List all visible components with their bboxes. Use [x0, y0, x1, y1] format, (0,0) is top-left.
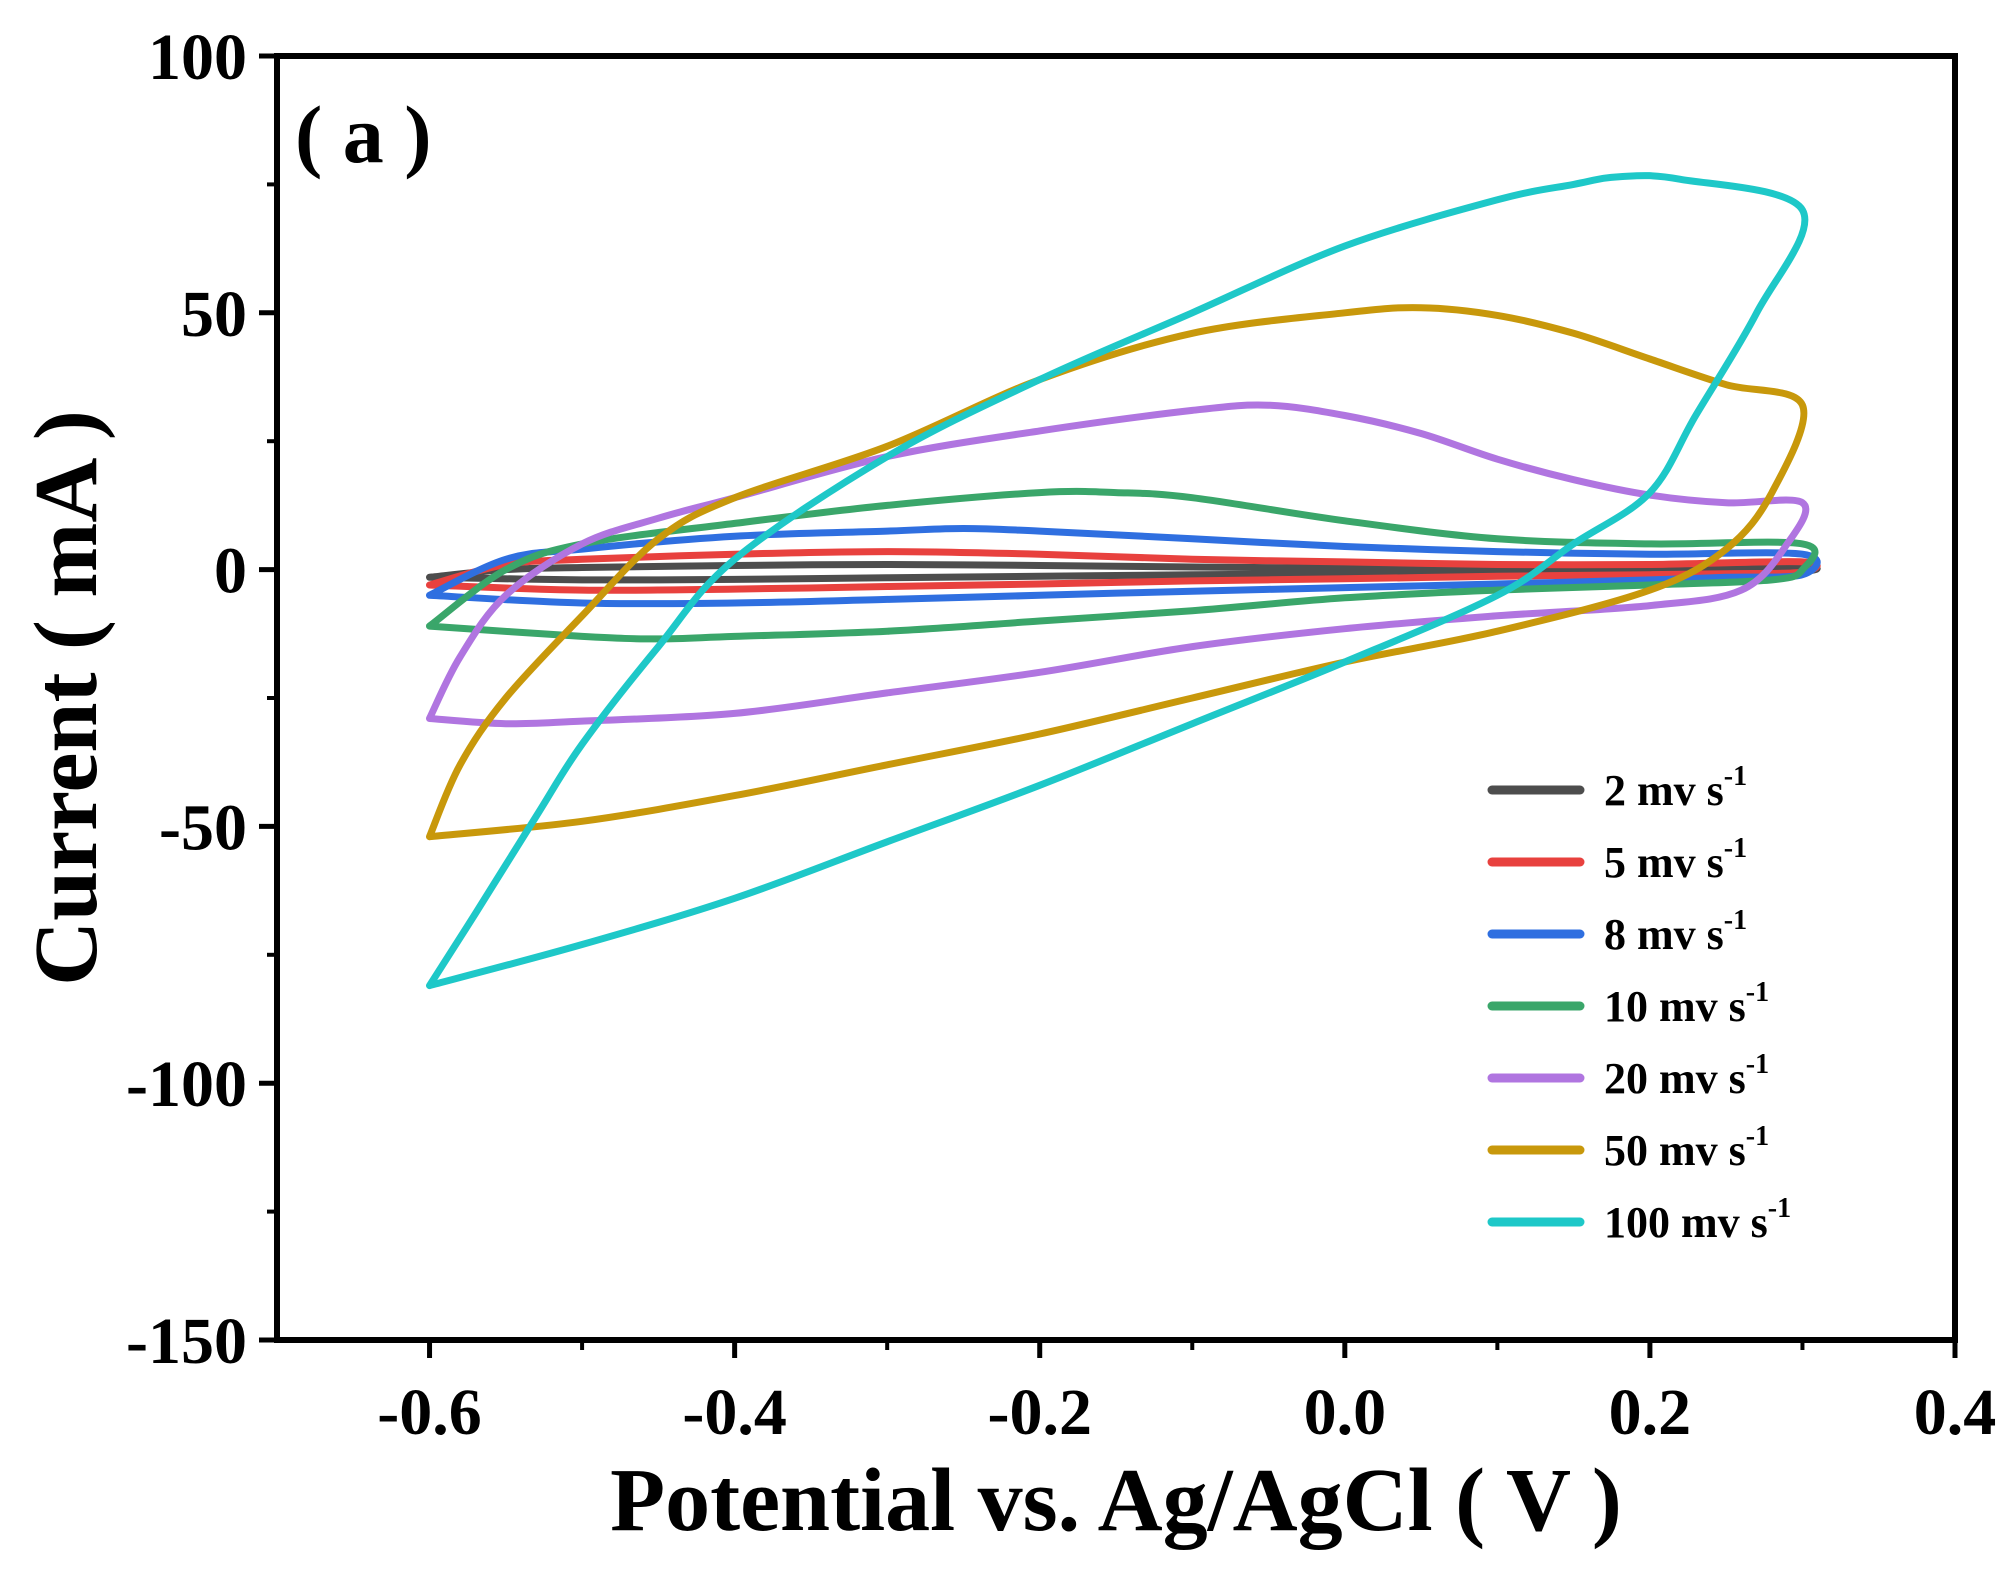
x-tick-label-3: 0.0	[1304, 1376, 1387, 1449]
legend: 2 mv s-1 5 mv s-1 8 mv s-1 10 mv s-1 20 mv s…	[1487, 761, 1791, 1247]
x-tick-label-1: -0.4	[682, 1376, 786, 1449]
x-tick-label-0: -0.6	[377, 1376, 481, 1449]
legend-label-6: 100 mv s-1	[1604, 1193, 1791, 1247]
y-tick-label-1: -100	[126, 1048, 247, 1121]
y-tick-label-5: 100	[148, 21, 247, 94]
y-axis-title: Current ( mA )	[17, 410, 116, 986]
x-tick-label-4: 0.2	[1609, 1376, 1692, 1449]
x-tick-label-5: 0.4	[1914, 1376, 1997, 1449]
y-tick-label-0: -150	[126, 1305, 247, 1378]
x-axis-title: Potential vs. Ag/AgCl ( V )	[610, 1451, 1622, 1550]
y-tick-label-3: 0	[214, 535, 247, 608]
panel-label: ( a )	[295, 89, 432, 180]
x-tick-label-2: -0.2	[987, 1376, 1091, 1449]
legend-label-3: 10 mv s-1	[1604, 977, 1769, 1031]
legend-label-2: 8 mv s-1	[1604, 905, 1747, 959]
series-layer	[426, 172, 1821, 990]
legend-label-1: 5 mv s-1	[1604, 833, 1747, 887]
series-line-3	[426, 487, 1819, 643]
series-line-2	[426, 525, 1821, 608]
series-line-5	[426, 304, 1808, 841]
legend-label-5: 50 mv s-1	[1604, 1121, 1769, 1175]
legend-label-4: 20 mv s-1	[1604, 1049, 1769, 1103]
series-line-6	[426, 172, 1809, 990]
y-tick-label-2: -50	[159, 791, 247, 864]
ticks-layer: -0.6 -0.4 -0.2 0.0 0.2 0.4 -150 -100 -50 0 50 100	[126, 21, 1996, 1449]
y-tick-label-4: 50	[181, 278, 247, 351]
legend-label-0: 2 mv s-1	[1604, 761, 1747, 815]
